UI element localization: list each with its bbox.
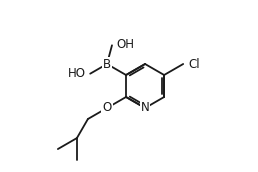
Text: OH: OH (116, 39, 134, 51)
Text: B: B (103, 57, 111, 71)
Text: Cl: Cl (188, 57, 199, 71)
Text: N: N (141, 101, 149, 115)
Text: O: O (102, 101, 112, 115)
Text: HO: HO (68, 67, 86, 80)
